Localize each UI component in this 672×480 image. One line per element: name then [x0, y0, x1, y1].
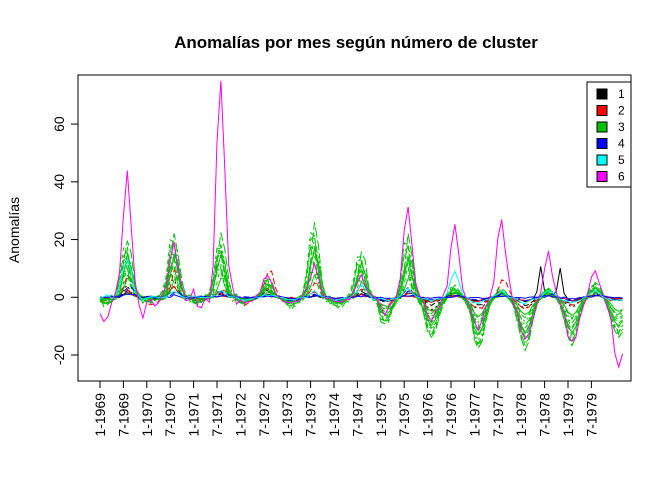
x-tick-label: 1-1969: [92, 393, 108, 437]
legend-swatch: [596, 154, 608, 166]
x-tick-label: 7-1974: [349, 393, 365, 437]
legend-swatch: [596, 105, 608, 116]
series-5: [99, 257, 623, 305]
legend-swatch: [596, 138, 608, 149]
x-tick-label: 1-1972: [232, 393, 248, 437]
series-layer: [99, 80, 624, 369]
series-6-line: [99, 80, 624, 369]
y-axis-label: Anomalías: [6, 197, 22, 263]
y-tick-label: 40: [51, 174, 67, 190]
x-tick-label: 1-1977: [466, 393, 482, 437]
y-tick-label: -20: [51, 345, 67, 365]
legend-box: [586, 81, 632, 188]
series-6: [99, 80, 624, 369]
axes-layer: -20 0 20 40 60 1-1969 7-1969 1-1970 7-1970 1-1971…: [51, 116, 599, 437]
x-tick-label: 7-1972: [256, 393, 272, 437]
x-tick-label: 1-1974: [326, 393, 342, 437]
y-tick-label: 60: [51, 116, 67, 132]
x-tick-label: 7-1970: [162, 393, 178, 437]
legend-swatch: [596, 171, 608, 182]
series-3-line: [99, 250, 623, 333]
series-4-line: [99, 286, 623, 302]
legend-label: 4: [618, 137, 625, 151]
x-tick-label: 1-1979: [560, 393, 576, 437]
x-tick-label: 7-1978: [537, 393, 553, 437]
x-tick-label: 7-1977: [490, 393, 506, 437]
x-tick-label: 7-1976: [443, 393, 459, 437]
x-tick-label: 7-1973: [303, 393, 319, 437]
x-tick-label: 7-1969: [115, 393, 131, 437]
series-5-line: [99, 257, 623, 305]
y-tick-label: 0: [51, 293, 67, 301]
y-tick-label: 20: [51, 232, 67, 248]
legend-label: 2: [618, 104, 625, 118]
legend-swatch: [596, 88, 608, 100]
legend-label: 6: [618, 170, 625, 184]
x-tick-label: 7-1971: [209, 393, 225, 437]
x-tick-label: 1-1975: [373, 393, 389, 437]
x-tick-label: 1-1978: [513, 393, 529, 437]
x-tick-label: 7-1975: [396, 393, 412, 437]
x-tick-label: 1-1970: [139, 393, 155, 437]
x-tick-label: 1-1971: [186, 393, 202, 437]
legend-swatch: [596, 121, 608, 133]
legend: 1 2 3 4 5 6: [586, 81, 632, 188]
x-tick-label: 1-1973: [279, 393, 295, 437]
legend-label: 5: [618, 153, 625, 167]
series-2-line: [99, 269, 623, 312]
x-tick-label: 7-1979: [583, 393, 599, 437]
x-tick-label: 1-1976: [420, 393, 436, 437]
chart-title: Anomalías por mes según número de cluste…: [174, 33, 538, 52]
legend-label: 3: [618, 120, 625, 134]
plot-frame: [77, 74, 632, 382]
legend-label: 1: [618, 87, 625, 101]
